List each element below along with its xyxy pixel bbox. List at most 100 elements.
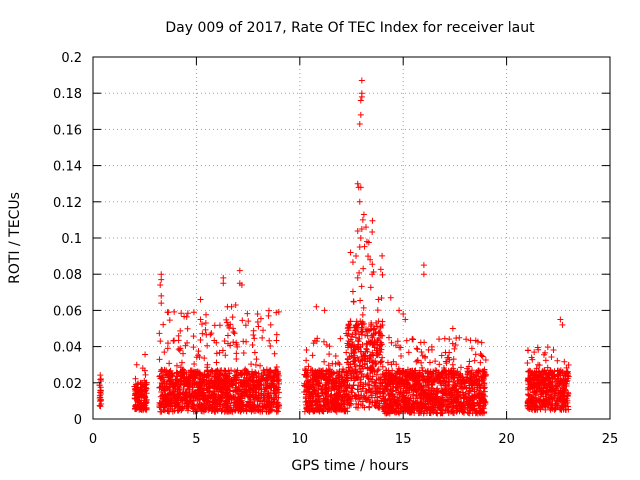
data-point	[426, 406, 433, 413]
data-point	[530, 383, 537, 390]
data-point	[336, 368, 343, 375]
data-point	[199, 321, 206, 328]
data-point	[342, 378, 349, 385]
data-point	[414, 346, 421, 353]
data-point	[223, 316, 230, 323]
data-point	[430, 402, 437, 409]
data-point	[358, 283, 365, 290]
x-tick-label: 15	[395, 432, 412, 447]
data-point	[246, 389, 253, 396]
data-point	[418, 409, 425, 416]
data-point	[363, 340, 370, 347]
data-point	[240, 349, 247, 356]
data-point	[228, 367, 235, 374]
data-point	[324, 400, 331, 407]
data-point	[309, 371, 316, 378]
data-point	[344, 371, 351, 378]
data-point	[393, 401, 400, 408]
data-point	[356, 269, 363, 276]
data-point	[139, 391, 146, 398]
data-point	[185, 399, 192, 406]
data-point	[482, 371, 489, 378]
data-point	[241, 371, 248, 378]
data-point	[476, 390, 483, 397]
data-point	[230, 399, 237, 406]
data-point	[370, 352, 377, 359]
data-point	[356, 120, 363, 127]
data-point	[337, 335, 344, 342]
data-point	[450, 365, 457, 372]
data-point	[164, 345, 171, 352]
data-point	[266, 382, 273, 389]
data-point	[397, 344, 404, 351]
data-point	[266, 399, 273, 406]
data-point	[563, 395, 570, 402]
data-point	[412, 367, 419, 374]
data-point	[427, 409, 434, 416]
data-point	[213, 376, 220, 383]
data-point	[143, 399, 150, 406]
data-point	[359, 321, 366, 328]
data-point	[203, 331, 210, 338]
data-point	[425, 381, 432, 388]
data-point	[541, 397, 548, 404]
data-point	[397, 371, 404, 378]
data-point	[271, 350, 278, 357]
data-point	[303, 357, 310, 364]
data-point	[208, 405, 215, 412]
data-point	[559, 403, 566, 410]
data-point	[183, 313, 190, 320]
data-point	[314, 381, 321, 388]
data-point	[357, 383, 364, 390]
data-point	[527, 376, 534, 383]
data-point	[263, 385, 270, 392]
data-point	[253, 384, 260, 391]
data-point	[364, 348, 371, 355]
data-point	[448, 392, 455, 399]
data-point	[357, 297, 364, 304]
data-point	[201, 400, 208, 407]
data-point	[275, 308, 282, 315]
data-point	[394, 383, 401, 390]
data-point	[255, 373, 262, 380]
data-point	[217, 379, 224, 386]
data-point	[173, 362, 180, 369]
data-point	[273, 337, 280, 344]
data-point	[373, 394, 380, 401]
data-point	[348, 401, 355, 408]
data-point	[301, 366, 308, 373]
data-point	[543, 388, 550, 395]
data-point	[157, 375, 164, 382]
data-point	[354, 274, 361, 281]
data-point	[251, 335, 258, 342]
data-point	[366, 355, 373, 362]
data-point	[398, 353, 405, 360]
data-point	[222, 407, 229, 414]
data-point	[440, 368, 447, 375]
data-point	[480, 405, 487, 412]
data-point	[274, 386, 281, 393]
data-point	[401, 373, 408, 380]
data-point	[370, 332, 377, 339]
data-point	[418, 364, 425, 371]
data-point	[174, 377, 181, 384]
data-point	[211, 322, 218, 329]
data-point	[369, 271, 376, 278]
data-point	[166, 317, 173, 324]
data-point	[427, 407, 434, 414]
data-point	[175, 371, 182, 378]
data-point	[321, 307, 328, 314]
data-point	[204, 342, 211, 349]
data-point	[213, 359, 220, 366]
data-point	[534, 387, 541, 394]
data-point	[312, 368, 319, 375]
x-axis-title: GPS time / hours	[291, 458, 408, 474]
data-point	[253, 356, 260, 363]
data-point	[384, 407, 391, 414]
data-point	[481, 388, 488, 395]
data-point	[242, 322, 249, 329]
data-point	[445, 397, 452, 404]
data-point	[415, 383, 422, 390]
data-point	[184, 325, 191, 332]
data-point	[472, 407, 479, 414]
